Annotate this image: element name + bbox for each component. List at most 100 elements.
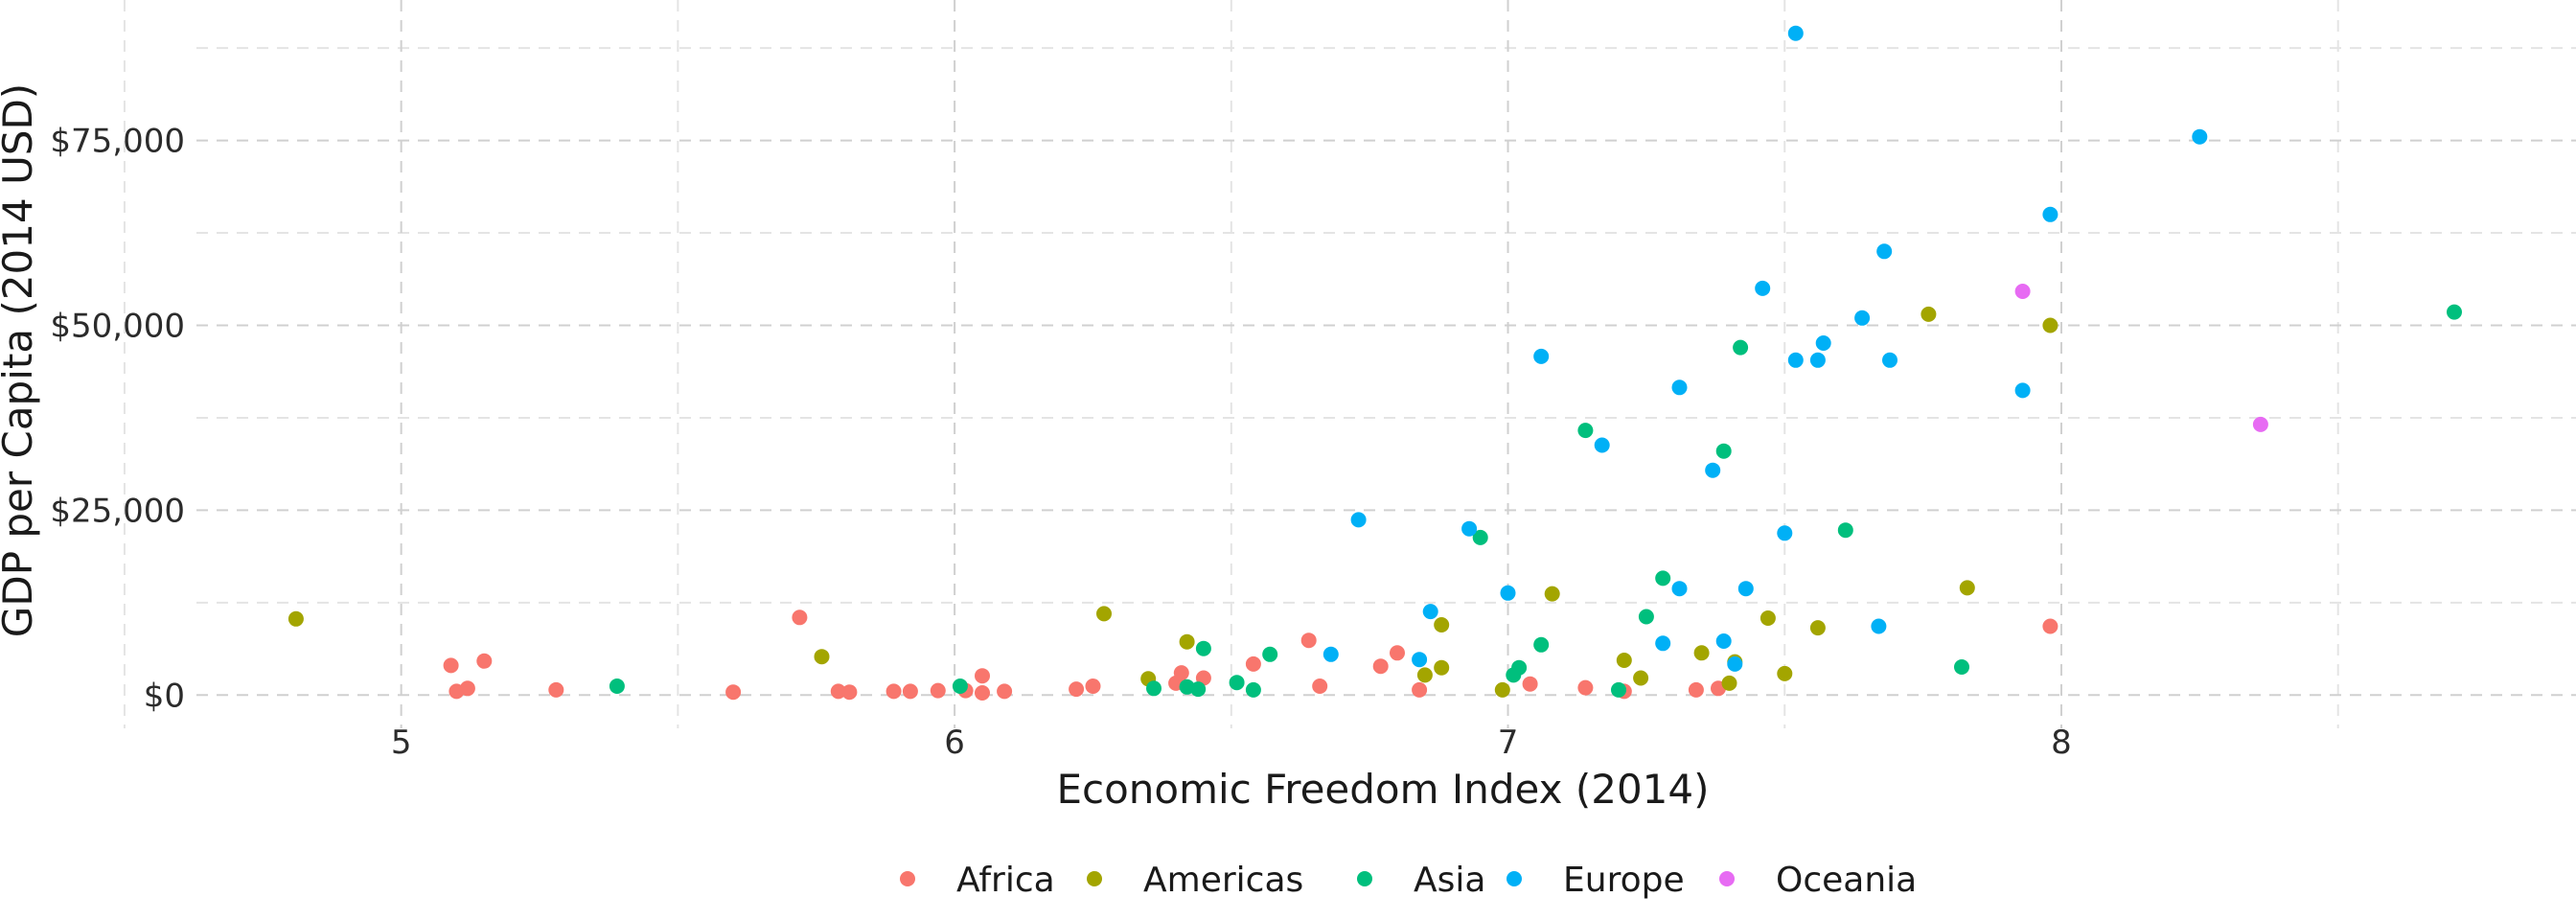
point-europe (1787, 352, 1804, 368)
point-asia (609, 678, 625, 694)
point-africa (1372, 658, 1389, 675)
point-americas (1777, 665, 1793, 681)
point-americas (1959, 580, 1975, 596)
point-africa (1300, 632, 1317, 649)
point-europe (1809, 352, 1826, 368)
y-tick-label: $75,000 (50, 123, 185, 161)
point-asia (1533, 636, 1550, 653)
legend-label-europe: Europe (1563, 861, 1685, 900)
y-tick-label: $25,000 (50, 492, 185, 530)
point-europe (1412, 652, 1428, 668)
point-europe (1594, 437, 1610, 453)
point-americas (1809, 620, 1826, 636)
point-americas (1434, 617, 1450, 632)
legend-label-oceania: Oceania (1776, 861, 1917, 900)
point-asia (1229, 675, 1245, 691)
point-asia (1638, 609, 1654, 625)
legend: Africa Americas Asia Europe Oceania (900, 861, 1917, 900)
point-americas (288, 610, 304, 627)
point-americas (1179, 633, 1195, 650)
point-europe (1815, 335, 1831, 351)
legend-key-americas (1087, 871, 1102, 886)
y-tick-labels: $0 $25,000 $50,000 $75,000 (50, 123, 185, 716)
point-europe (2192, 128, 2208, 145)
y-axis-title: GDP per Capita (2014 USD) (0, 83, 41, 637)
point-africa (1390, 645, 1405, 661)
point-americas (2042, 317, 2058, 334)
point-asia (1655, 570, 1671, 586)
point-africa (1312, 678, 1328, 694)
point-europe (2014, 382, 2031, 399)
point-asia (1245, 681, 1261, 698)
point-africa (1173, 665, 1189, 681)
point-africa (841, 684, 858, 701)
point-americas (1544, 586, 1560, 602)
point-europe (1705, 462, 1721, 478)
point-europe (1461, 520, 1478, 537)
point-africa (2042, 618, 2058, 634)
point-africa (476, 653, 493, 669)
point-asia (1715, 443, 1732, 459)
point-asia (1954, 659, 1969, 675)
legend-key-asia (1357, 871, 1372, 886)
point-oceania (2252, 416, 2268, 432)
x-axis-title: Economic Freedom Index (2014) (1056, 766, 1709, 813)
point-africa (443, 657, 459, 674)
point-europe (2042, 206, 2058, 222)
point-asia (952, 678, 968, 694)
legend-key-oceania (1719, 871, 1735, 886)
point-africa (886, 683, 902, 700)
point-africa (930, 682, 946, 699)
point-asia (1733, 339, 1749, 356)
legend-key-africa (900, 871, 915, 886)
point-africa (975, 685, 990, 701)
x-tick-label: 8 (2051, 724, 2072, 762)
point-africa (1085, 678, 1101, 694)
point-africa (975, 668, 990, 684)
point-africa (1069, 681, 1085, 698)
point-americas (1633, 670, 1649, 686)
data-points (288, 25, 2462, 701)
point-europe (1882, 352, 1898, 368)
point-europe (1655, 635, 1671, 652)
point-europe (1500, 585, 1516, 601)
point-europe (1422, 604, 1438, 620)
x-tick-label: 7 (1498, 724, 1519, 762)
point-europe (1755, 280, 1771, 296)
point-africa (1522, 676, 1538, 692)
gridlines (123, 0, 2576, 728)
point-asia (1577, 423, 1594, 439)
point-oceania (2014, 284, 2031, 299)
point-asia (1511, 659, 1528, 676)
legend-key-europe (1506, 871, 1522, 886)
y-tick-label: $0 (144, 677, 185, 715)
point-asia (2447, 304, 2462, 320)
point-africa (725, 684, 742, 701)
point-asia (1195, 640, 1211, 656)
point-americas (1096, 606, 1112, 622)
point-europe (1787, 25, 1804, 41)
legend-label-americas: Americas (1143, 861, 1303, 900)
legend-label-asia: Asia (1414, 861, 1485, 900)
point-americas (1920, 306, 1937, 322)
point-europe (1350, 512, 1367, 528)
legend-label-africa: Africa (956, 861, 1055, 900)
point-europe (1671, 581, 1688, 597)
point-europe (1777, 525, 1793, 541)
point-africa (1688, 681, 1704, 698)
point-asia (1262, 646, 1278, 662)
point-europe (1876, 243, 1893, 260)
point-americas (1721, 675, 1737, 691)
point-europe (1871, 618, 1887, 634)
point-europe (1727, 656, 1743, 672)
x-tick-labels: 5 6 7 8 (391, 724, 2072, 762)
point-africa (1577, 679, 1594, 696)
point-europe (1671, 380, 1688, 396)
point-americas (814, 649, 830, 665)
point-asia (1611, 681, 1626, 698)
point-americas (1760, 610, 1776, 626)
point-africa (1412, 681, 1428, 698)
point-africa (548, 681, 564, 698)
point-asia (1190, 681, 1207, 698)
